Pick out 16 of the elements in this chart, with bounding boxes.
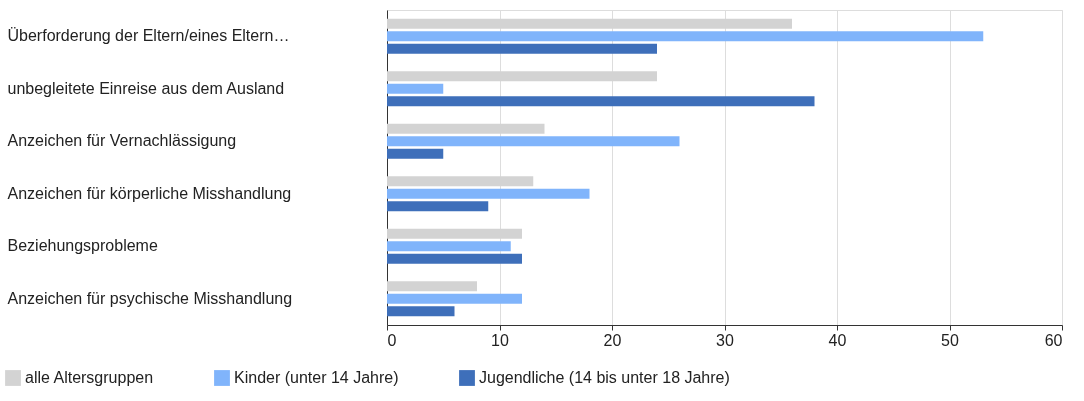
- x-tick-label: 50: [941, 331, 959, 349]
- x-tick-label: 60: [1044, 331, 1063, 349]
- y-tick-label: Anzeichen für körperliche Misshandlung: [7, 184, 292, 202]
- y-tick-label: Beziehungsprobleme: [7, 237, 158, 255]
- y-tick-label: Anzeichen für psychische Misshandlung: [7, 289, 293, 307]
- x-tick-label: 10: [491, 331, 509, 349]
- y-tick-label: Überforderung der Eltern/eines Eltern…: [7, 27, 290, 45]
- x-tick-label: 40: [828, 331, 847, 349]
- y-tick-label: Anzeichen für Vernachlässigung: [7, 132, 237, 150]
- x-tick-label: 30: [716, 331, 734, 349]
- x-tick-label: 20: [603, 331, 622, 349]
- legend-label: Jugendliche (14 bis unter 18 Jahre): [479, 369, 730, 386]
- legend-label: Kinder (unter 14 Jahre): [234, 369, 399, 386]
- x-tick-label: 0: [387, 331, 397, 349]
- legend-label: alle Altersgruppen: [25, 369, 154, 386]
- y-tick-label: unbegleitete Einreise aus dem Ausland: [7, 79, 285, 97]
